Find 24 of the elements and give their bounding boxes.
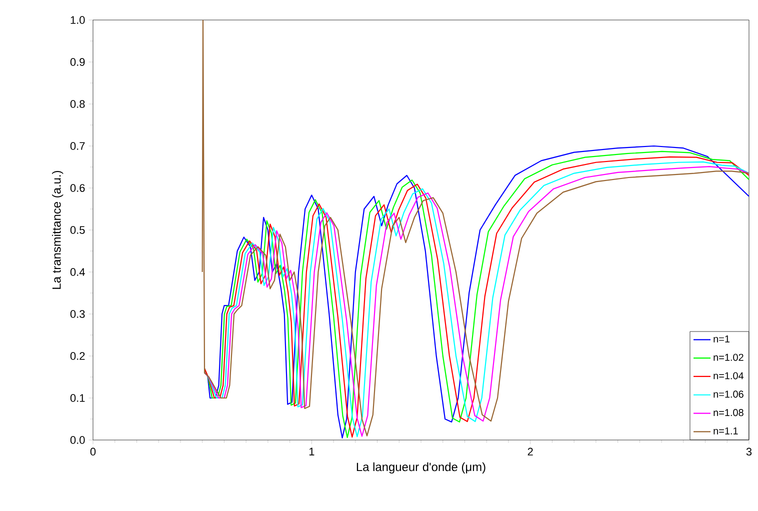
- y-tick-label: 0.8: [70, 100, 85, 108]
- x-tick-label: 0: [90, 448, 96, 456]
- y-tick-label: 0.3: [70, 310, 85, 318]
- y-tick-label: 1.0: [70, 16, 85, 24]
- legend-label: n=1.02: [714, 354, 744, 361]
- line-series: [202, 20, 750, 436]
- legend-label: n=1.04: [714, 372, 744, 380]
- y-tick-label: 0.7: [70, 142, 85, 150]
- y-tick-label: 0.2: [70, 352, 85, 360]
- x-axis-title: La langueur d'onde (μm): [356, 462, 486, 474]
- legend-label: n=1.06: [714, 390, 744, 398]
- x-tick-label: 3: [746, 448, 752, 456]
- y-tick-label: 0.6: [70, 184, 85, 192]
- y-axis-title: La transmittance (a.u.): [52, 170, 64, 289]
- y-tick-label: 0.1: [70, 394, 85, 402]
- x-tick-label: 2: [528, 448, 533, 456]
- legend-label: n=1: [714, 336, 730, 342]
- y-tick-label: 0.4: [70, 268, 85, 276]
- legend-label: n=1.08: [714, 409, 744, 416]
- y-tick-label: 0.5: [70, 226, 85, 234]
- legend-label: n=1.1: [714, 427, 738, 434]
- y-tick-label: 0.9: [70, 58, 85, 66]
- y-tick-label: 0.0: [70, 436, 85, 444]
- x-tick-label: 1: [309, 448, 314, 456]
